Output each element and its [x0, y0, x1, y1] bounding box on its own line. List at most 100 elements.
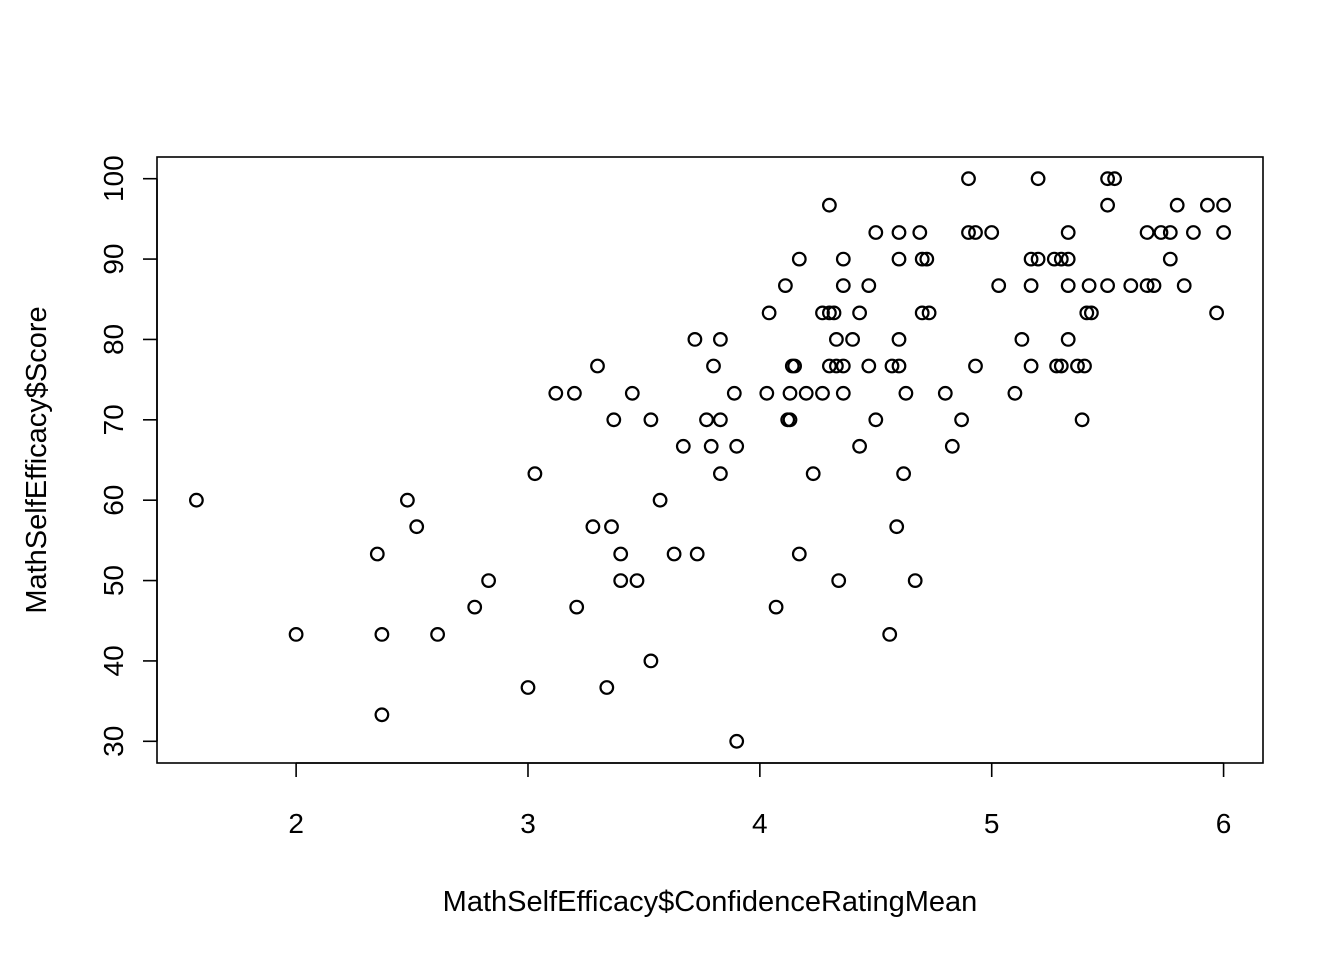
data-point — [968, 358, 983, 374]
data-point — [1139, 278, 1155, 294]
data-point — [1162, 251, 1178, 267]
data-point — [1081, 278, 1097, 294]
data-point — [868, 225, 884, 240]
data-point — [1123, 278, 1139, 294]
data-point — [288, 627, 304, 642]
data-point — [687, 332, 703, 347]
data-point — [1153, 225, 1169, 240]
data-point — [791, 546, 807, 562]
data-point — [891, 225, 907, 240]
x-axis-title: MathSelfEfficacy$ConfidenceRatingMean — [443, 886, 978, 918]
data-point — [567, 385, 582, 401]
data-point — [613, 573, 629, 588]
data-point — [1053, 251, 1069, 267]
data-point — [1030, 251, 1046, 267]
data-point — [1209, 305, 1224, 321]
data-point — [826, 305, 842, 321]
data-point — [1060, 332, 1076, 347]
data-point — [907, 573, 923, 588]
data-point — [1030, 171, 1046, 187]
data-point — [699, 412, 714, 428]
data-point — [835, 385, 851, 401]
data-point — [991, 278, 1007, 294]
x-tick-label: 4 — [752, 808, 768, 839]
data-point — [759, 385, 775, 401]
data-point — [829, 332, 844, 347]
data-point — [768, 599, 784, 615]
x-tick-label: 2 — [288, 808, 304, 839]
y-tick-label: 30 — [98, 726, 129, 757]
data-point — [726, 385, 742, 401]
x-tick-label: 5 — [984, 808, 1000, 839]
data-point — [1060, 225, 1076, 240]
data-point — [652, 492, 668, 508]
data-point — [861, 358, 877, 374]
data-point — [889, 519, 905, 535]
data-point — [1100, 278, 1115, 294]
data-point — [706, 358, 721, 374]
data-point — [1070, 358, 1085, 374]
data-point — [1107, 171, 1122, 187]
data-point — [944, 438, 960, 454]
data-point — [604, 519, 619, 535]
data-point — [1169, 197, 1185, 213]
data-point — [713, 412, 728, 428]
x-tick-label: 6 — [1216, 808, 1232, 839]
data-point — [689, 546, 705, 562]
data-point — [1074, 412, 1090, 428]
data-point — [1079, 305, 1095, 321]
data-point — [954, 412, 969, 428]
data-point — [1007, 385, 1023, 401]
data-point — [845, 332, 860, 347]
y-axis-title: MathSelfEfficacy$Score — [21, 306, 53, 613]
data-point — [613, 546, 629, 562]
plot-frame — [156, 156, 1264, 764]
data-point — [882, 627, 898, 642]
data-point — [798, 385, 814, 401]
data-point — [409, 519, 425, 535]
data-point — [835, 358, 851, 374]
data-point — [891, 358, 907, 374]
data-point — [1077, 358, 1092, 374]
data-point — [921, 305, 937, 321]
data-point — [590, 358, 605, 374]
data-point — [369, 546, 385, 562]
data-point — [961, 171, 976, 187]
data-point — [467, 599, 483, 615]
data-point — [624, 385, 640, 401]
data-point — [1146, 278, 1162, 294]
y-tick-label: 50 — [98, 565, 129, 596]
data-point — [778, 278, 793, 294]
data-point — [481, 573, 497, 588]
data-point — [430, 627, 446, 642]
data-point — [884, 358, 900, 374]
data-point — [629, 573, 645, 588]
data-point — [1100, 197, 1115, 213]
data-point — [569, 599, 585, 615]
data-point — [1162, 225, 1178, 240]
data-point — [852, 438, 867, 454]
data-point — [912, 225, 928, 240]
data-point — [919, 251, 935, 267]
data-points — [188, 171, 1231, 749]
y-tick-label: 40 — [98, 645, 129, 676]
data-point — [713, 466, 728, 482]
x-tick-label: 3 — [520, 808, 536, 839]
data-point — [898, 385, 914, 401]
data-point — [805, 466, 821, 482]
data-point — [400, 492, 415, 508]
data-point — [914, 251, 930, 267]
data-point — [703, 438, 719, 454]
y-axis: 30 40 50 60 70 80 90 100 — [98, 155, 158, 757]
data-point — [1185, 225, 1201, 240]
data-point — [782, 385, 798, 401]
data-point — [188, 492, 204, 508]
data-point — [1014, 332, 1030, 347]
data-point — [1060, 251, 1076, 267]
x-axis: 2 3 4 5 6 — [288, 762, 1232, 839]
data-point — [815, 385, 830, 401]
data-point — [1049, 358, 1064, 374]
data-point — [791, 251, 807, 267]
data-point — [1176, 278, 1192, 294]
